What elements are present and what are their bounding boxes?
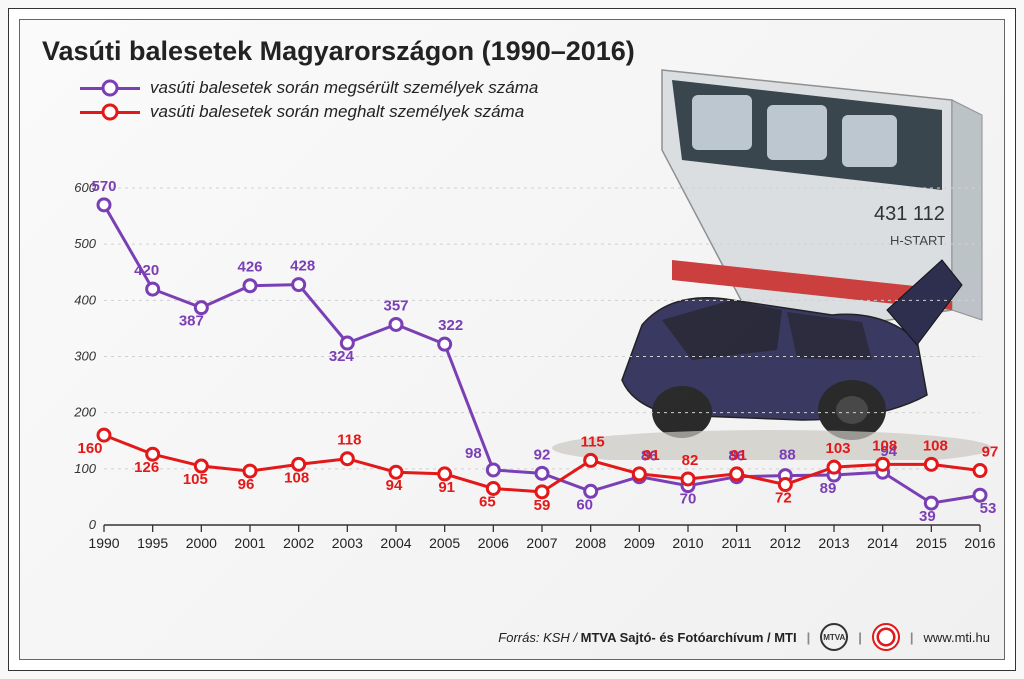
svg-text:53: 53: [980, 500, 997, 517]
svg-text:59: 59: [534, 497, 551, 514]
svg-text:2008: 2008: [575, 535, 606, 551]
svg-text:2002: 2002: [283, 535, 314, 551]
svg-text:60: 60: [576, 496, 593, 513]
svg-text:570: 570: [91, 178, 116, 195]
svg-text:2001: 2001: [234, 535, 265, 551]
svg-text:82: 82: [682, 452, 699, 469]
svg-text:1990: 1990: [88, 535, 119, 551]
svg-text:91: 91: [643, 447, 660, 464]
svg-text:428: 428: [290, 258, 315, 275]
svg-text:2010: 2010: [672, 535, 703, 551]
svg-text:387: 387: [179, 313, 204, 330]
svg-text:2003: 2003: [332, 535, 363, 551]
source-bold: MTVA Sajtó- és Fotóarchívum / MTI: [581, 630, 797, 645]
svg-text:2009: 2009: [624, 535, 655, 551]
footer-divider: |: [807, 630, 811, 645]
svg-text:89: 89: [820, 480, 837, 497]
svg-text:357: 357: [383, 297, 408, 314]
svg-text:2014: 2014: [867, 535, 898, 551]
mti-logo-icon: [872, 623, 900, 651]
svg-text:2015: 2015: [916, 535, 947, 551]
footer-url: www.mti.hu: [924, 630, 990, 645]
svg-text:2006: 2006: [478, 535, 509, 551]
legend-label-deaths: vasúti balesetek során meghalt személyek…: [150, 102, 524, 122]
inner-frame: 431 112 H-START Vasúti balesetek Magyaro…: [19, 19, 1005, 660]
svg-text:322: 322: [438, 317, 463, 334]
source-prefix: Forrás: KSH /: [498, 630, 580, 645]
legend-item-injured: vasúti balesetek során megsérült személy…: [80, 78, 538, 98]
svg-text:97: 97: [982, 444, 999, 461]
svg-text:105: 105: [183, 471, 208, 488]
svg-text:92: 92: [534, 446, 551, 463]
svg-text:2007: 2007: [526, 535, 557, 551]
line-chart: 0100200300400500600199019952000200120022…: [70, 180, 990, 555]
footer-divider: |: [858, 630, 862, 645]
svg-text:103: 103: [825, 440, 850, 457]
legend-item-deaths: vasúti balesetek során meghalt személyek…: [80, 102, 538, 122]
svg-text:70: 70: [680, 491, 697, 508]
svg-text:2000: 2000: [186, 535, 217, 551]
footer: Forrás: KSH / MTVA Sajtó- és Fotóarchívu…: [20, 623, 990, 651]
chart-title: Vasúti balesetek Magyarországon (1990–20…: [42, 36, 635, 67]
svg-text:2013: 2013: [818, 535, 849, 551]
svg-text:0: 0: [89, 517, 97, 532]
legend-marker-deaths: [80, 105, 140, 119]
svg-text:2011: 2011: [722, 535, 752, 551]
legend: vasúti balesetek során megsérült személy…: [80, 78, 538, 126]
legend-marker-injured: [80, 81, 140, 95]
svg-text:2005: 2005: [429, 535, 460, 551]
svg-text:400: 400: [74, 292, 96, 307]
chart-area: 0100200300400500600199019952000200120022…: [70, 180, 990, 555]
svg-text:100: 100: [74, 461, 96, 476]
svg-text:65: 65: [479, 493, 496, 510]
svg-text:91: 91: [730, 447, 747, 464]
svg-text:300: 300: [74, 349, 96, 364]
svg-text:108: 108: [872, 437, 897, 454]
svg-text:420: 420: [134, 262, 159, 279]
svg-text:1995: 1995: [137, 535, 168, 551]
svg-text:160: 160: [77, 440, 102, 457]
svg-text:72: 72: [775, 490, 792, 507]
svg-text:126: 126: [134, 459, 159, 476]
mtva-logo-icon: MTVA: [820, 623, 848, 651]
svg-text:98: 98: [465, 445, 482, 462]
svg-text:39: 39: [919, 508, 936, 525]
svg-text:108: 108: [284, 469, 309, 486]
legend-label-injured: vasúti balesetek során megsérült személy…: [150, 78, 538, 98]
svg-text:426: 426: [237, 259, 262, 276]
svg-text:200: 200: [73, 405, 96, 420]
outer-frame: 431 112 H-START Vasúti balesetek Magyaro…: [8, 8, 1016, 671]
svg-text:115: 115: [581, 433, 605, 450]
svg-text:2004: 2004: [380, 535, 411, 551]
footer-divider: |: [910, 630, 914, 645]
svg-text:2016: 2016: [964, 535, 995, 551]
source-text: Forrás: KSH / MTVA Sajtó- és Fotóarchívu…: [498, 630, 796, 645]
svg-text:88: 88: [779, 447, 796, 464]
svg-text:118: 118: [337, 432, 361, 449]
svg-text:324: 324: [329, 348, 355, 365]
svg-text:500: 500: [74, 236, 96, 251]
svg-text:96: 96: [238, 476, 255, 493]
svg-text:91: 91: [438, 479, 455, 496]
svg-text:94: 94: [386, 477, 403, 494]
svg-text:2012: 2012: [770, 535, 801, 551]
svg-text:108: 108: [923, 437, 948, 454]
